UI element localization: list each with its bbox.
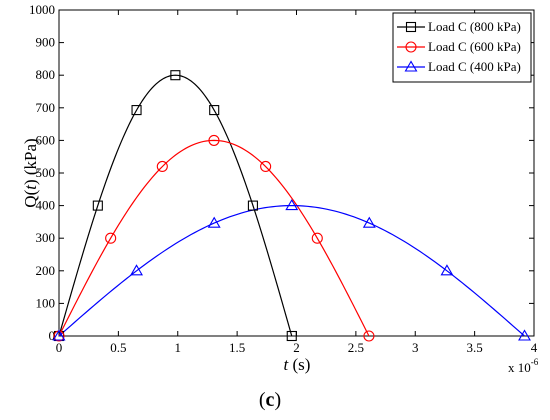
figure-caption: (c) [259, 389, 281, 411]
series-line-2 [58, 139, 370, 337]
legend-marker [404, 60, 418, 72]
data-point-series-2 [105, 232, 117, 244]
legend-label: Load C (800 kPa) [428, 19, 521, 34]
legend-entry-2: Load C (600 kPa) [397, 39, 521, 54]
y-tick-label: 500 [36, 165, 56, 180]
y-tick-label: 1000 [29, 2, 55, 17]
y-tick-label: 200 [36, 263, 56, 278]
data-point-series-1 [92, 200, 103, 211]
y-tick-label: 800 [36, 67, 56, 82]
data-point-series-2 [311, 232, 323, 244]
data-point-series-3 [207, 216, 221, 228]
y-tick-label: 700 [36, 100, 56, 115]
legend-marker [405, 41, 417, 53]
y-tick-label: 900 [36, 35, 56, 50]
legend-entry-1: Load C (800 kPa) [397, 19, 521, 34]
series-markers [52, 70, 531, 342]
x-tick-label: 0 [56, 340, 63, 355]
data-point-series-1 [209, 105, 220, 116]
x-tick-label: 1 [175, 340, 182, 355]
legend-label: Load C (600 kPa) [428, 39, 521, 54]
y-tick-label: 0 [49, 328, 56, 343]
data-point-series-2 [208, 134, 220, 146]
data-point-series-3 [130, 264, 143, 276]
x-tick-label: 1.5 [229, 340, 245, 355]
data-point-series-2 [156, 160, 168, 173]
y-axis-ticks: 0 100 200 300 400 500 600 700 800 900 1000 [29, 2, 534, 343]
data-point-series-1 [247, 200, 258, 211]
x-axis-label-variable: t [284, 355, 290, 374]
y-tick-label: 100 [36, 295, 56, 310]
caption-open: ( [259, 389, 266, 411]
x-axis-label-unit: (s) [288, 355, 310, 374]
x-tick-label: 4 [531, 340, 538, 355]
x-tick-label: 2 [293, 340, 300, 355]
x-tick-label: 3.5 [467, 340, 483, 355]
x-axis-exponent-base: x 10 [508, 360, 531, 375]
data-point-series-3 [518, 329, 531, 341]
y-axis-label-prefix: Q( [21, 189, 40, 207]
x-axis-exponent: x 10-6 [508, 357, 539, 375]
y-axis-label-unit: ) (kPa) [21, 138, 40, 185]
data-point-series-1 [131, 105, 142, 116]
caption-letter: c [266, 389, 275, 411]
caption-close: ) [274, 389, 281, 411]
x-tick-label: 3 [412, 340, 419, 355]
series-line-3 [58, 204, 525, 337]
data-point-series-3 [52, 329, 66, 341]
y-axis-label: Q(t) (kPa) [21, 138, 40, 207]
x-tick-label: 2.5 [348, 340, 364, 355]
data-point-series-1 [286, 330, 297, 342]
y-tick-label: 600 [36, 132, 56, 147]
legend: Load C (800 kPa) Load C (600 kPa) Load C (… [392, 12, 532, 83]
legend-label: Load C (400 kPa) [428, 59, 521, 74]
legend-marker [405, 21, 417, 33]
data-point-series-2 [260, 160, 272, 173]
legend-entry-3: Load C (400 kPa) [397, 59, 521, 74]
data-point-series-3 [440, 264, 454, 276]
series-line-1 [58, 74, 293, 337]
x-axis-exponent-power: -6 [531, 357, 539, 367]
data-point-series-3 [285, 199, 299, 211]
y-tick-label: 300 [36, 230, 56, 245]
x-axis-ticks: 0 0.5 1 1.5 2 2.5 3 3.5 4 [56, 10, 538, 355]
y-tick-label: 400 [36, 198, 56, 213]
series-curves [58, 74, 525, 337]
data-point-series-1 [170, 70, 181, 81]
data-point-series-2 [363, 330, 375, 342]
y-axis-label-variable: t [21, 184, 40, 190]
data-point-series-3 [362, 216, 376, 228]
x-axis-label: t (s) [284, 355, 311, 374]
x-tick-label: 0.5 [110, 340, 126, 355]
